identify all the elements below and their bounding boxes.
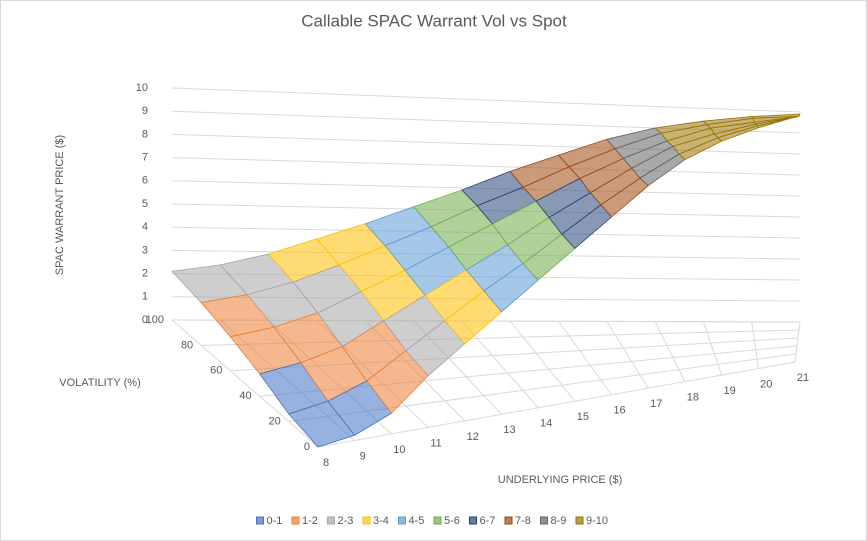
z-tick-label: 0: [142, 314, 148, 326]
legend-label: 4-5: [409, 515, 425, 527]
z-tick-label: 1: [142, 291, 148, 303]
legend-label: 1-2: [302, 515, 318, 527]
z-tick-label: 3: [142, 244, 148, 256]
grid-line: [317, 361, 796, 448]
grid-line: [702, 321, 723, 376]
x-tick-label: 18: [687, 392, 699, 404]
grid-line: [171, 157, 801, 176]
x-tick-label: 15: [577, 411, 589, 423]
grid-line: [171, 319, 319, 448]
x-tick-label: 17: [650, 398, 662, 410]
legend-swatch: [575, 516, 584, 525]
grid-line: [558, 320, 612, 395]
x-tick-label: 19: [723, 385, 735, 397]
y-tick-label: 20: [269, 416, 281, 428]
y-tick-label: 40: [239, 390, 251, 402]
x-tick-label: 21: [797, 372, 809, 384]
legend-label: 7-8: [515, 515, 531, 527]
legend-label: 9-10: [586, 515, 608, 527]
z-tick-label: 2: [142, 268, 148, 280]
x-axis-label: UNDERLYING PRICE ($): [498, 474, 622, 486]
legend-swatch: [398, 516, 406, 525]
legend-swatch: [362, 516, 371, 525]
z-tick-label: 4: [142, 221, 148, 233]
chart-title: Callable SPAC Warrant Vol vs Spot: [301, 11, 567, 30]
grid-line: [794, 321, 801, 363]
y-tick-label: 0: [304, 441, 310, 453]
z-tick-label: 8: [142, 128, 148, 140]
y-tick-label: 60: [210, 365, 222, 377]
legend-swatch: [256, 516, 264, 525]
grid-line: [171, 87, 801, 113]
grid-line: [654, 321, 686, 382]
legend-label: 6-7: [480, 515, 496, 527]
x-tick-label: 10: [393, 444, 405, 456]
legend-label: 2-3: [338, 515, 354, 527]
grid-line: [509, 320, 576, 402]
z-tick-label: 10: [136, 82, 148, 94]
z-tick-label: 7: [142, 152, 148, 164]
legend-swatch: [504, 516, 513, 525]
surface-cell: [756, 116, 797, 129]
legend-swatch: [433, 516, 442, 525]
z-tick-label: 6: [142, 175, 148, 187]
legend-swatch: [327, 516, 335, 525]
z-tick-label: 9: [142, 105, 148, 117]
z-tick-label: 5: [142, 198, 148, 210]
legend-label: 8-9: [551, 515, 567, 527]
x-tick-label: 9: [360, 450, 366, 462]
legend-swatch: [540, 516, 548, 525]
y-axis-label: VOLATILITY (%): [59, 377, 141, 389]
legend-swatch: [291, 516, 300, 525]
y-tick-label: 100: [146, 314, 164, 326]
x-tick-label: 11: [430, 437, 441, 449]
x-tick-label: 16: [613, 405, 625, 417]
x-tick-label: 12: [467, 431, 479, 443]
z-axis-label: SPAC WARRANT PRICE ($): [54, 135, 66, 275]
legend-label: 5-6: [444, 515, 460, 527]
legend-swatch: [469, 516, 477, 525]
x-tick-label: 8: [323, 457, 329, 469]
legend-label: 3-4: [373, 515, 389, 527]
grid-line: [606, 321, 649, 389]
grid-line: [751, 321, 759, 369]
x-tick-label: 14: [540, 418, 552, 430]
y-tick-label: 80: [181, 339, 193, 351]
x-tick-label: 13: [503, 424, 515, 436]
x-tick-label: 20: [760, 378, 772, 390]
legend-label: 0-1: [267, 515, 283, 527]
